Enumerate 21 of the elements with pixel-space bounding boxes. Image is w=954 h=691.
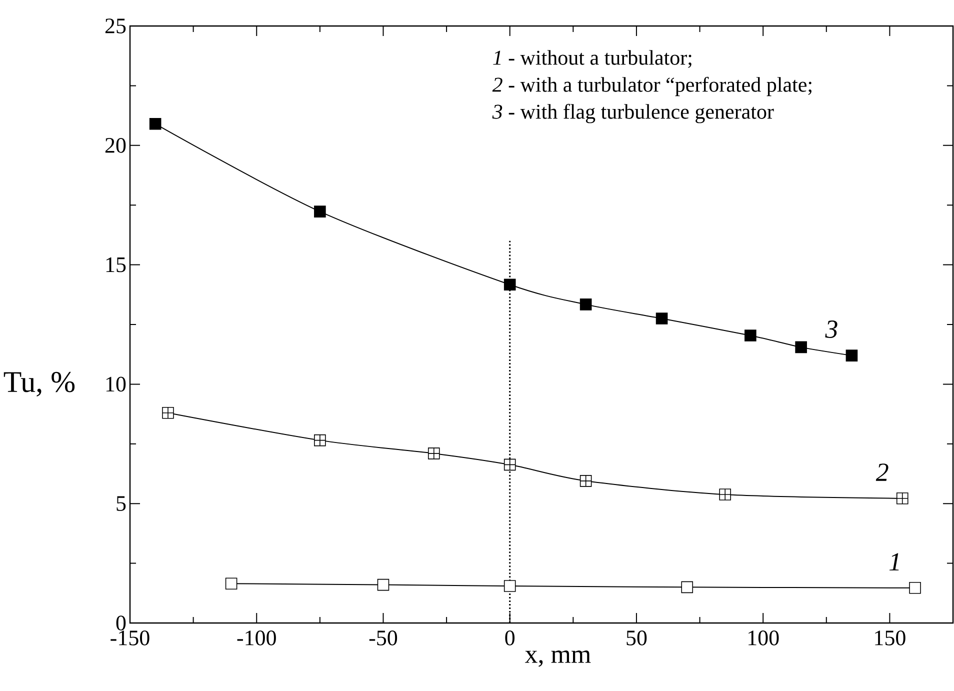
y-tick-label: 20 (105, 138, 126, 153)
annotation: 1 - without a turbulator; (493, 50, 692, 68)
x-tick-label: -150 (110, 630, 150, 646)
annotation: 3 - with flag turbulence generator (492, 104, 774, 124)
y-tick-label: 0 (116, 616, 126, 630)
x-tick-label: 50 (626, 630, 647, 646)
x-axis-title: x, mm (524, 650, 591, 667)
x-tick-label: 0 (505, 630, 515, 646)
x-tick-label: -50 (369, 630, 398, 646)
y-axis-title: Tu, % (4, 372, 75, 396)
annotation: 2 - with a turbulator “perforated plate; (492, 76, 812, 96)
x-tick-label: 100 (748, 630, 779, 646)
series-label: 3 (825, 320, 838, 338)
legend-label: 1 (889, 553, 899, 570)
series-label: 2 (876, 464, 888, 481)
x-tick-label: 150 (875, 630, 906, 646)
x-tick-label: -100 (237, 630, 276, 646)
y-tick-label: 10 (106, 376, 126, 392)
y-tick-label: 25 (105, 18, 126, 34)
y-tick-label: 5 (116, 496, 126, 511)
y-tick-label: 15 (106, 257, 126, 272)
